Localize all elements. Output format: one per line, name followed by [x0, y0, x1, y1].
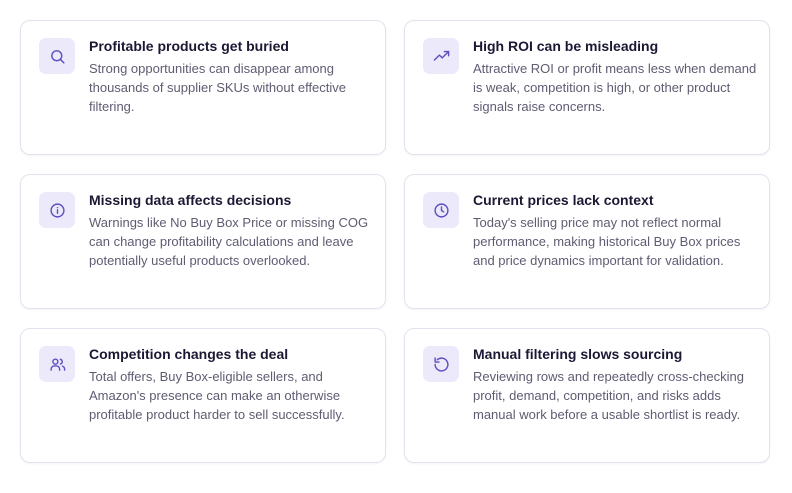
refresh-icon	[423, 346, 459, 382]
card-title: Manual filtering slows sourcing	[473, 346, 683, 362]
info-icon	[39, 192, 75, 228]
card-missing-data: Missing data affects decisions Warnings …	[20, 174, 386, 309]
card-profitable-products-buried: Profitable products get buried Strong op…	[20, 20, 386, 155]
trending-up-icon	[423, 38, 459, 74]
card-description: Warnings like No Buy Box Price or missin…	[89, 215, 369, 268]
card-competition-changes-deal: Competition changes the deal Total offer…	[20, 328, 386, 463]
users-icon	[39, 346, 75, 382]
card-title: High ROI can be misleading	[473, 38, 659, 54]
card-manual-filtering: Manual filtering slows sourcing Reviewin…	[404, 328, 770, 463]
card-description: Reviewing rows and repeatedly cross-chec…	[473, 369, 744, 422]
card-title: Missing data affects decisions	[89, 192, 292, 208]
search-icon	[39, 38, 75, 74]
card-title: Competition changes the deal	[89, 346, 289, 362]
clock-icon	[423, 192, 459, 228]
card-description: Today's selling price may not reflect no…	[473, 215, 741, 268]
card-description: Attractive ROI or profit means less when…	[473, 61, 757, 114]
card-high-roi-misleading: High ROI can be misleading Attractive RO…	[404, 20, 770, 155]
card-description: Strong opportunities can disappear among…	[89, 61, 347, 114]
card-current-prices-context: Current prices lack context Today's sell…	[404, 174, 770, 309]
card-title: Profitable products get buried	[89, 38, 289, 54]
card-title: Current prices lack context	[473, 192, 654, 208]
card-description: Total offers, Buy Box-eligible sellers, …	[89, 369, 345, 422]
